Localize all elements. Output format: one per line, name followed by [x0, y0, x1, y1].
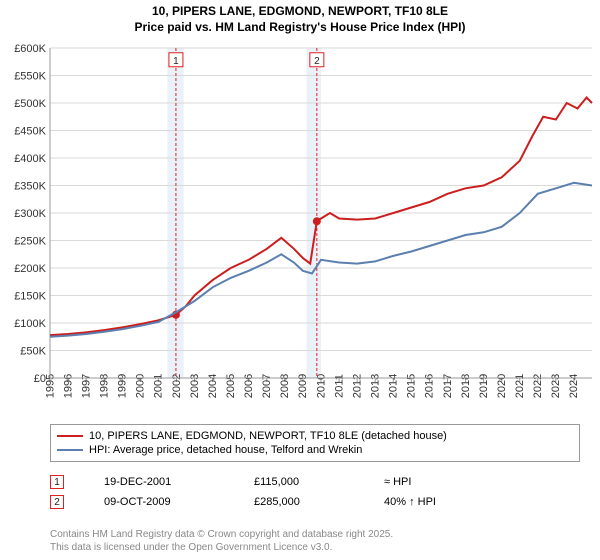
legend-swatch-property [57, 435, 83, 437]
svg-text:2004: 2004 [207, 374, 219, 398]
svg-text:£250K: £250K [14, 236, 46, 248]
sales-table: 1 19-DEC-2001 £115,000 ≈ HPI 2 09-OCT-20… [50, 472, 474, 512]
svg-text:2012: 2012 [351, 374, 363, 398]
svg-text:2022: 2022 [532, 374, 544, 398]
line-chart: £0£50K£100K£150K£200K£250K£300K£350K£400… [0, 40, 600, 420]
svg-text:£500K: £500K [14, 98, 46, 110]
svg-text:2021: 2021 [514, 374, 526, 398]
svg-text:1996: 1996 [62, 374, 74, 398]
svg-text:2003: 2003 [189, 374, 201, 398]
sale-note-1: ≈ HPI [384, 476, 474, 488]
svg-text:2013: 2013 [370, 374, 382, 398]
svg-text:2024: 2024 [568, 374, 580, 398]
svg-text:2016: 2016 [424, 374, 436, 398]
svg-text:2005: 2005 [225, 374, 237, 398]
svg-text:£150K: £150K [14, 291, 46, 303]
svg-text:£100K: £100K [14, 318, 46, 330]
legend-label-hpi: HPI: Average price, detached house, Telf… [89, 444, 362, 456]
footer-line2: This data is licensed under the Open Gov… [50, 541, 393, 554]
svg-text:£400K: £400K [14, 153, 46, 165]
svg-text:2002: 2002 [171, 374, 183, 398]
chart-title: 10, PIPERS LANE, EDGMOND, NEWPORT, TF10 … [0, 0, 600, 35]
sale-marker-1: 1 [50, 475, 64, 489]
svg-text:2017: 2017 [442, 374, 454, 398]
sale-row-1: 1 19-DEC-2001 £115,000 ≈ HPI [50, 472, 474, 492]
svg-text:2019: 2019 [478, 374, 490, 398]
sale-price-1: £115,000 [254, 476, 344, 488]
svg-text:2015: 2015 [406, 374, 418, 398]
legend-swatch-hpi [57, 449, 83, 451]
sale-note-2: 40% ↑ HPI [384, 496, 474, 508]
svg-text:2010: 2010 [315, 374, 327, 398]
legend-item-hpi: HPI: Average price, detached house, Telf… [57, 443, 573, 457]
title-line1: 10, PIPERS LANE, EDGMOND, NEWPORT, TF10 … [0, 4, 600, 20]
legend: 10, PIPERS LANE, EDGMOND, NEWPORT, TF10 … [50, 424, 580, 462]
svg-text:£300K: £300K [14, 208, 46, 220]
footer: Contains HM Land Registry data © Crown c… [50, 528, 393, 554]
svg-text:£550K: £550K [14, 71, 46, 83]
svg-text:2018: 2018 [460, 374, 472, 398]
svg-text:£50K: £50K [20, 346, 46, 358]
svg-text:2001: 2001 [153, 374, 165, 398]
legend-label-property: 10, PIPERS LANE, EDGMOND, NEWPORT, TF10 … [89, 430, 447, 442]
sale-price-2: £285,000 [254, 496, 344, 508]
svg-text:£600K: £600K [14, 43, 46, 55]
svg-text:2014: 2014 [388, 374, 400, 398]
title-line2: Price paid vs. HM Land Registry's House … [0, 20, 600, 36]
sale-date-2: 09-OCT-2009 [104, 496, 214, 508]
svg-text:£350K: £350K [14, 181, 46, 193]
svg-text:1998: 1998 [98, 374, 110, 398]
svg-text:2000: 2000 [135, 374, 147, 398]
svg-text:1999: 1999 [117, 374, 129, 398]
svg-text:2: 2 [314, 56, 320, 67]
sale-date-1: 19-DEC-2001 [104, 476, 214, 488]
svg-text:2007: 2007 [261, 374, 273, 398]
svg-text:2006: 2006 [243, 374, 255, 398]
chart-area: £0£50K£100K£150K£200K£250K£300K£350K£400… [0, 40, 600, 420]
svg-text:2023: 2023 [550, 374, 562, 398]
legend-item-property: 10, PIPERS LANE, EDGMOND, NEWPORT, TF10 … [57, 429, 573, 443]
sale-row-2: 2 09-OCT-2009 £285,000 40% ↑ HPI [50, 492, 474, 512]
svg-text:1: 1 [173, 56, 179, 67]
footer-line1: Contains HM Land Registry data © Crown c… [50, 528, 393, 541]
svg-text:2020: 2020 [496, 374, 508, 398]
sale-marker-2: 2 [50, 495, 64, 509]
svg-text:2009: 2009 [297, 374, 309, 398]
svg-text:£450K: £450K [14, 126, 46, 138]
svg-text:2008: 2008 [279, 374, 291, 398]
svg-text:1997: 1997 [80, 374, 92, 398]
svg-text:£200K: £200K [14, 263, 46, 275]
